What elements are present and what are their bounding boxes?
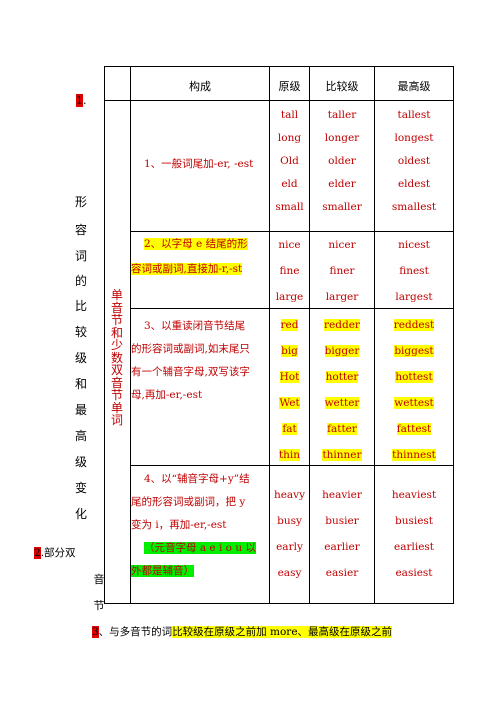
title-char: 变 <box>74 481 87 495</box>
header-positive: 原级 <box>278 80 301 93</box>
title-char: 词 <box>74 249 87 263</box>
bottom-text-plain: 、与多音节的词 <box>98 626 173 638</box>
title-char: 的 <box>74 274 87 288</box>
row1-rule: 1、一般词尾加-er, -est <box>144 158 254 170</box>
section-number: 1. <box>76 94 87 107</box>
bottom-rule-line: 3、与多音节的词比较级在原级之前加 more、最高级在原级之前 <box>92 624 393 639</box>
title-char: 形 <box>74 195 87 209</box>
title-char: 级 <box>74 455 87 469</box>
title-char: 和 <box>74 377 87 391</box>
part2-tail-char: 节 <box>93 599 105 612</box>
title-char: 化 <box>74 507 87 521</box>
title-char: 容 <box>74 223 87 237</box>
part2-label: 2.部分双 <box>34 545 76 560</box>
part2-text: .部分双 <box>40 547 76 559</box>
title-char: 比 <box>74 299 87 313</box>
part2-tail-char: 音 <box>93 573 105 586</box>
title-char: 级 <box>74 351 87 365</box>
title-char: 较 <box>74 325 87 339</box>
header-superlative: 最高级 <box>397 80 431 93</box>
section-number-marker: 1 <box>76 94 83 107</box>
header-comparative: 比较级 <box>325 80 359 93</box>
header-rule: 构成 <box>189 80 211 93</box>
title-char: 高 <box>74 429 87 443</box>
bottom-text-highlight: 比较级在原级之前加 more、最高级在原级之前 <box>172 626 393 638</box>
comparison-table: 构成 原级 比较级 最高级 单音节和少数双音节单词 1、一般词尾加-er, -e… <box>104 66 454 604</box>
part2-number-marker: 2 <box>34 547 41 559</box>
group-label: 单音节和少数双音节单词 <box>110 288 123 427</box>
bottom-number-marker: 3 <box>92 626 99 638</box>
title-char: 最 <box>74 403 87 417</box>
